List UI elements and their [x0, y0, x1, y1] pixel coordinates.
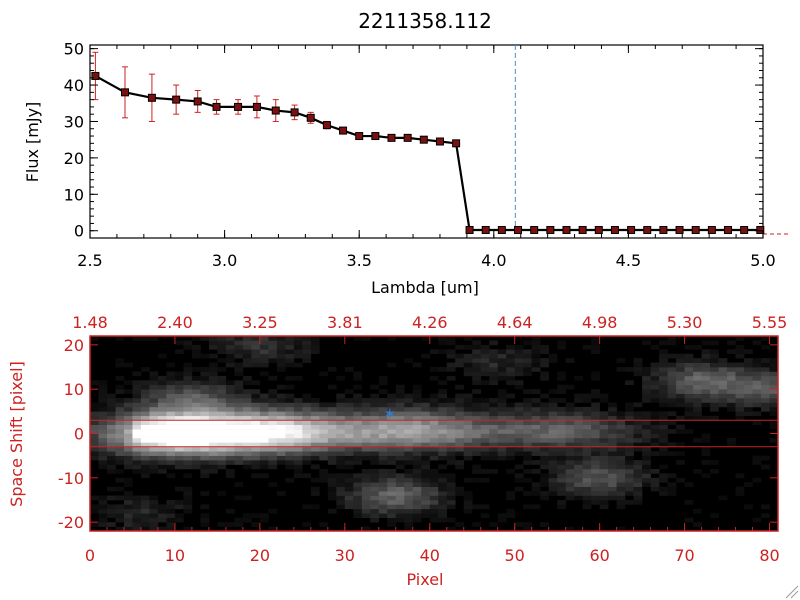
x-tick-label: 20	[250, 546, 270, 565]
data-point	[594, 225, 603, 234]
data-point	[691, 225, 700, 234]
data-point	[387, 133, 396, 142]
spectrum-y-ticks: 0 10 20 30 40 50	[64, 40, 763, 241]
data-point	[147, 93, 156, 102]
x-tick-label: 0	[85, 546, 95, 565]
top-tick-label: 3.25	[242, 313, 278, 332]
top-tick-label: 1.48	[72, 313, 108, 332]
data-point	[172, 95, 181, 104]
top-tick-label: 5.30	[667, 313, 703, 332]
y-tick-label: 20	[64, 149, 84, 168]
x-tick-label: 3.0	[212, 251, 237, 270]
data-point	[290, 108, 299, 117]
figure-title: 2211358.112	[358, 9, 492, 33]
data-point	[435, 137, 444, 146]
image-x-axis-label: Pixel	[406, 570, 443, 589]
data-point	[193, 97, 202, 106]
data-point	[659, 225, 668, 234]
x-tick-label: 30	[335, 546, 355, 565]
y-tick-label: 0	[74, 222, 84, 241]
image-y-axis-label: Space Shift [pixel]	[7, 361, 26, 507]
y-tick-label: 0	[74, 425, 84, 444]
data-point	[212, 102, 221, 111]
y-tick-label: -10	[58, 469, 84, 488]
x-tick-label: 40	[420, 546, 440, 565]
x-tick-label: 70	[674, 546, 694, 565]
data-point	[355, 132, 364, 141]
data-point	[562, 225, 571, 234]
data-point	[452, 139, 461, 148]
resize-grip-icon[interactable]	[785, 585, 799, 599]
x-tick-label: 2.5	[77, 251, 102, 270]
data-point	[514, 225, 523, 234]
image-y-ticks: -20 -10 0 10 20	[58, 336, 778, 532]
x-tick-label: 60	[589, 546, 609, 565]
x-tick-label: 10	[165, 546, 185, 565]
spectrum-x-axis-label: Lambda [um]	[371, 278, 479, 297]
x-tick-label: 3.5	[346, 251, 371, 270]
data-point	[497, 225, 506, 234]
spectrum-panel: 2.5 3.0 3.5 4.0 4.5 5.0 0 10 20 30 40 50 Lambda [u…	[23, 40, 790, 297]
x-tick-label: 5.0	[750, 251, 775, 270]
image-x-ticks: 0 10 20 30 40 50 60 70 80	[85, 523, 780, 565]
data-point	[610, 225, 619, 234]
data-point	[627, 225, 636, 234]
x-tick-label: 50	[505, 546, 525, 565]
data-point	[120, 88, 129, 97]
x-tick-label: 4.0	[481, 251, 506, 270]
y-tick-label: 10	[64, 380, 84, 399]
y-tick-label: 30	[64, 112, 84, 131]
data-point	[252, 102, 261, 111]
spectrum-markers	[91, 71, 765, 234]
y-tick-label: 50	[64, 40, 84, 59]
data-point	[306, 113, 315, 122]
data-point	[371, 132, 380, 141]
data-point	[707, 225, 716, 234]
spectrum-x-ticks: 2.5 3.0 3.5 4.0 4.5 5.0	[77, 45, 776, 270]
data-point	[403, 133, 412, 142]
data-point	[465, 225, 474, 234]
x-tick-label: 4.5	[616, 251, 641, 270]
data-point	[271, 106, 280, 115]
image-top-wavelength-ticks: 1.48 2.40 3.25 3.81 4.26 4.64 4.98 5.30 5.55	[72, 313, 787, 344]
error-bars	[92, 51, 460, 146]
y-tick-label: 20	[64, 336, 84, 355]
star-marker-icon: ✶	[383, 405, 396, 424]
data-point	[578, 225, 587, 234]
spectrum-image-panel: ✶ 0 10 20 30 40 50 60 70 80 -20 -10 0 10 20 1.48 2.40…	[7, 313, 787, 589]
y-tick-label: 40	[64, 76, 84, 95]
data-point	[740, 225, 749, 234]
heatmap-image	[90, 336, 779, 532]
data-point	[643, 225, 652, 234]
data-point	[234, 102, 243, 111]
y-tick-label: -20	[58, 513, 84, 532]
spectrum-y-axis-label: Flux [mJy]	[23, 102, 42, 183]
top-tick-label: 3.81	[327, 313, 363, 332]
data-point	[724, 225, 733, 234]
spectrum-plot-frame	[89, 44, 764, 239]
top-tick-label: 4.26	[412, 313, 448, 332]
data-point	[530, 225, 539, 234]
data-point	[419, 135, 428, 144]
data-point	[91, 71, 100, 80]
data-point	[339, 126, 348, 135]
top-tick-label: 2.40	[157, 313, 193, 332]
x-tick-label: 80	[759, 546, 779, 565]
data-point	[675, 225, 684, 234]
top-tick-label: 5.55	[752, 313, 788, 332]
data-point	[756, 225, 765, 234]
data-point	[322, 121, 331, 130]
top-tick-label: 4.64	[497, 313, 533, 332]
data-point	[546, 225, 555, 234]
y-tick-label: 10	[64, 185, 84, 204]
top-tick-label: 4.98	[582, 313, 618, 332]
data-point	[481, 225, 490, 234]
